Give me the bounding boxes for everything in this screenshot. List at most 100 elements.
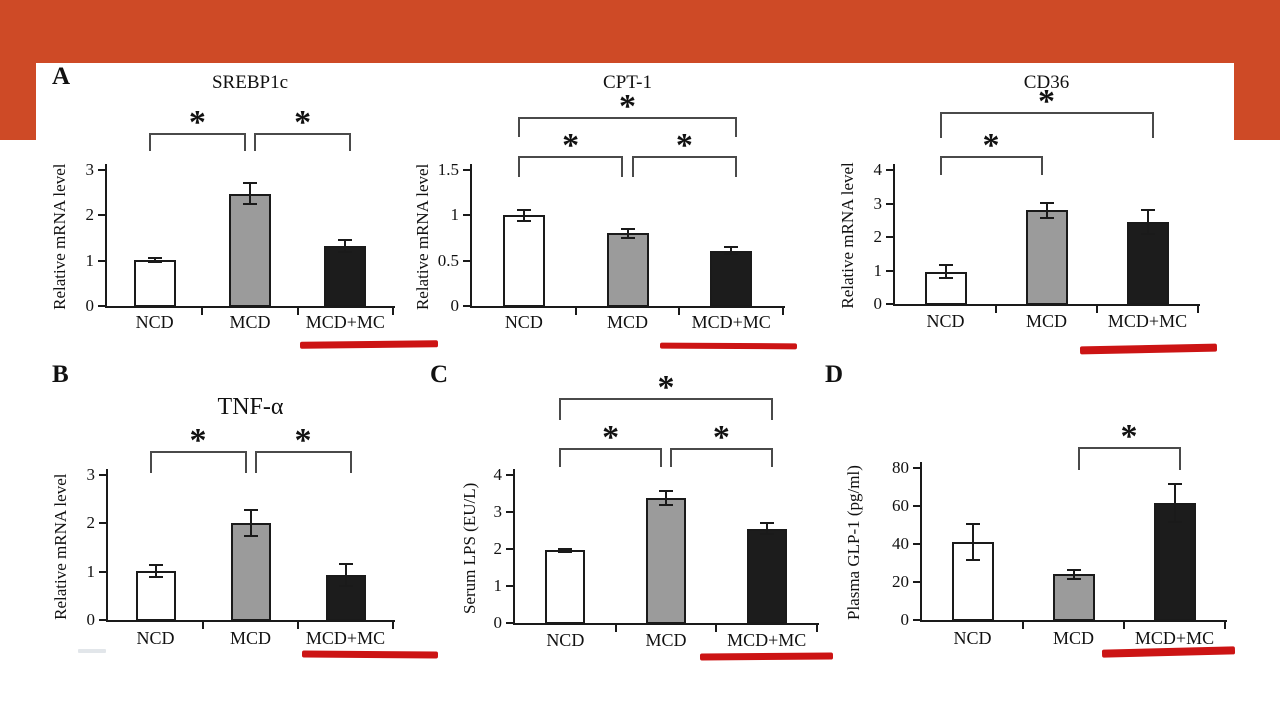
- x-tick: [392, 308, 394, 315]
- y-tick-label: 2: [493, 539, 503, 558]
- error-bar-cap-top: [338, 563, 353, 566]
- sig-star: *: [712, 419, 730, 456]
- y-tick: [506, 622, 515, 624]
- y-tick-label: 1: [86, 561, 96, 581]
- error-bar-cap-bottom: [558, 550, 573, 553]
- y-tick: [506, 474, 515, 476]
- y-tick-label: 0: [85, 296, 95, 315]
- sig-bracket: [939, 112, 1154, 138]
- error-bar-cap-bottom: [338, 584, 353, 587]
- y-tick: [98, 169, 107, 172]
- error-bar-cap-bottom: [243, 203, 257, 206]
- y-tick: [506, 548, 515, 550]
- error-bar: [153, 257, 156, 262]
- x-axis-line: [513, 623, 819, 625]
- y-axis-label: Plasma GLP-1 (pg/ml): [844, 465, 863, 621]
- error-bar: [1072, 569, 1075, 580]
- sig-bracket: [149, 451, 247, 473]
- y-tick-label: 1: [85, 250, 95, 270]
- bar-ncd: [135, 570, 176, 621]
- error-bar-cap-bottom: [147, 260, 162, 263]
- chart-title: CD36: [1023, 72, 1070, 93]
- sig-bracket: [517, 156, 624, 177]
- error-bar-cap-top: [965, 523, 980, 526]
- y-tick-label: 3: [86, 465, 96, 485]
- category-label-mcd-mc: MCD+MC: [1134, 628, 1215, 648]
- error-bar: [1173, 484, 1176, 523]
- y-tick: [98, 214, 107, 217]
- x-tick: [1224, 622, 1226, 629]
- error-bar-cap-top: [516, 208, 531, 211]
- sig-star: *: [189, 422, 207, 459]
- sig-star: *: [1120, 418, 1138, 455]
- category-label-mcd: MCD: [229, 312, 271, 332]
- sig-bracket: [148, 133, 246, 151]
- error-bar: [249, 510, 252, 537]
- bar-mcd-mc: [324, 246, 367, 307]
- error-bar: [626, 228, 629, 238]
- bar-mcd: [646, 498, 686, 624]
- sig-bracket: [517, 117, 738, 137]
- y-tick: [913, 505, 922, 507]
- chart-title: CPT-1: [603, 72, 652, 93]
- error-bar: [154, 564, 157, 577]
- sig-bracket: [254, 451, 352, 473]
- category-label-mcd: MCD: [645, 630, 687, 650]
- x-axis-line: [893, 304, 1200, 306]
- sig-bracket: [939, 156, 1043, 175]
- y-tick-label: 3: [493, 502, 503, 521]
- y-tick: [463, 214, 472, 217]
- error-bar-cap-top: [1140, 209, 1155, 212]
- y-tick-label: 4: [873, 160, 883, 180]
- y-tick-label: 0: [900, 610, 910, 629]
- category-label-mcd-mc: MCD+MC: [691, 312, 771, 332]
- error-bar-cap-bottom: [620, 236, 635, 239]
- x-tick: [995, 306, 997, 313]
- category-label-ncd: NCD: [953, 628, 992, 648]
- x-tick: [1096, 306, 1098, 313]
- category-label-mcd-mc: MCD+MC: [1107, 311, 1188, 331]
- y-tick-label: 0: [493, 613, 503, 632]
- sig-star: *: [188, 104, 206, 141]
- y-tick-label: 3: [85, 160, 95, 180]
- sig-star: *: [619, 88, 636, 125]
- error-bar-cap-bottom: [1140, 233, 1155, 236]
- error-bar-cap-top: [243, 509, 258, 512]
- x-tick: [202, 622, 204, 629]
- error-bar: [344, 240, 347, 253]
- y-tick-label: 2: [86, 513, 96, 533]
- x-axis-line: [105, 306, 395, 308]
- y-tick: [506, 585, 515, 587]
- y-tick-label: 80: [892, 458, 909, 477]
- x-tick: [816, 625, 818, 632]
- sig-bracket: [631, 156, 738, 177]
- category-label-ncd: NCD: [546, 630, 585, 650]
- x-tick: [1022, 622, 1024, 629]
- sig-star: *: [562, 127, 580, 164]
- error-bar-cap-top: [147, 256, 162, 259]
- category-label-ncd: NCD: [504, 312, 543, 332]
- y-tick: [463, 259, 472, 262]
- error-bar-cap-top: [338, 239, 353, 242]
- x-tick: [574, 308, 577, 315]
- sig-star: *: [1038, 83, 1055, 120]
- error-bar: [730, 247, 733, 255]
- highlight-underline: [1101, 646, 1236, 658]
- error-bar: [1146, 210, 1149, 235]
- error-bar: [971, 524, 974, 561]
- panel-letter-b: B: [52, 361, 69, 388]
- error-bar-cap-bottom: [938, 277, 953, 280]
- y-tick: [99, 570, 108, 573]
- bar-mcd: [606, 233, 649, 307]
- sig-star: *: [675, 127, 693, 164]
- error-bar-cap-top: [724, 246, 739, 249]
- error-bar-cap-top: [1167, 483, 1182, 486]
- x-tick: [201, 308, 204, 315]
- sig-bracket: [670, 448, 773, 467]
- y-tick: [913, 543, 922, 545]
- error-bar-cap-top: [1066, 568, 1081, 571]
